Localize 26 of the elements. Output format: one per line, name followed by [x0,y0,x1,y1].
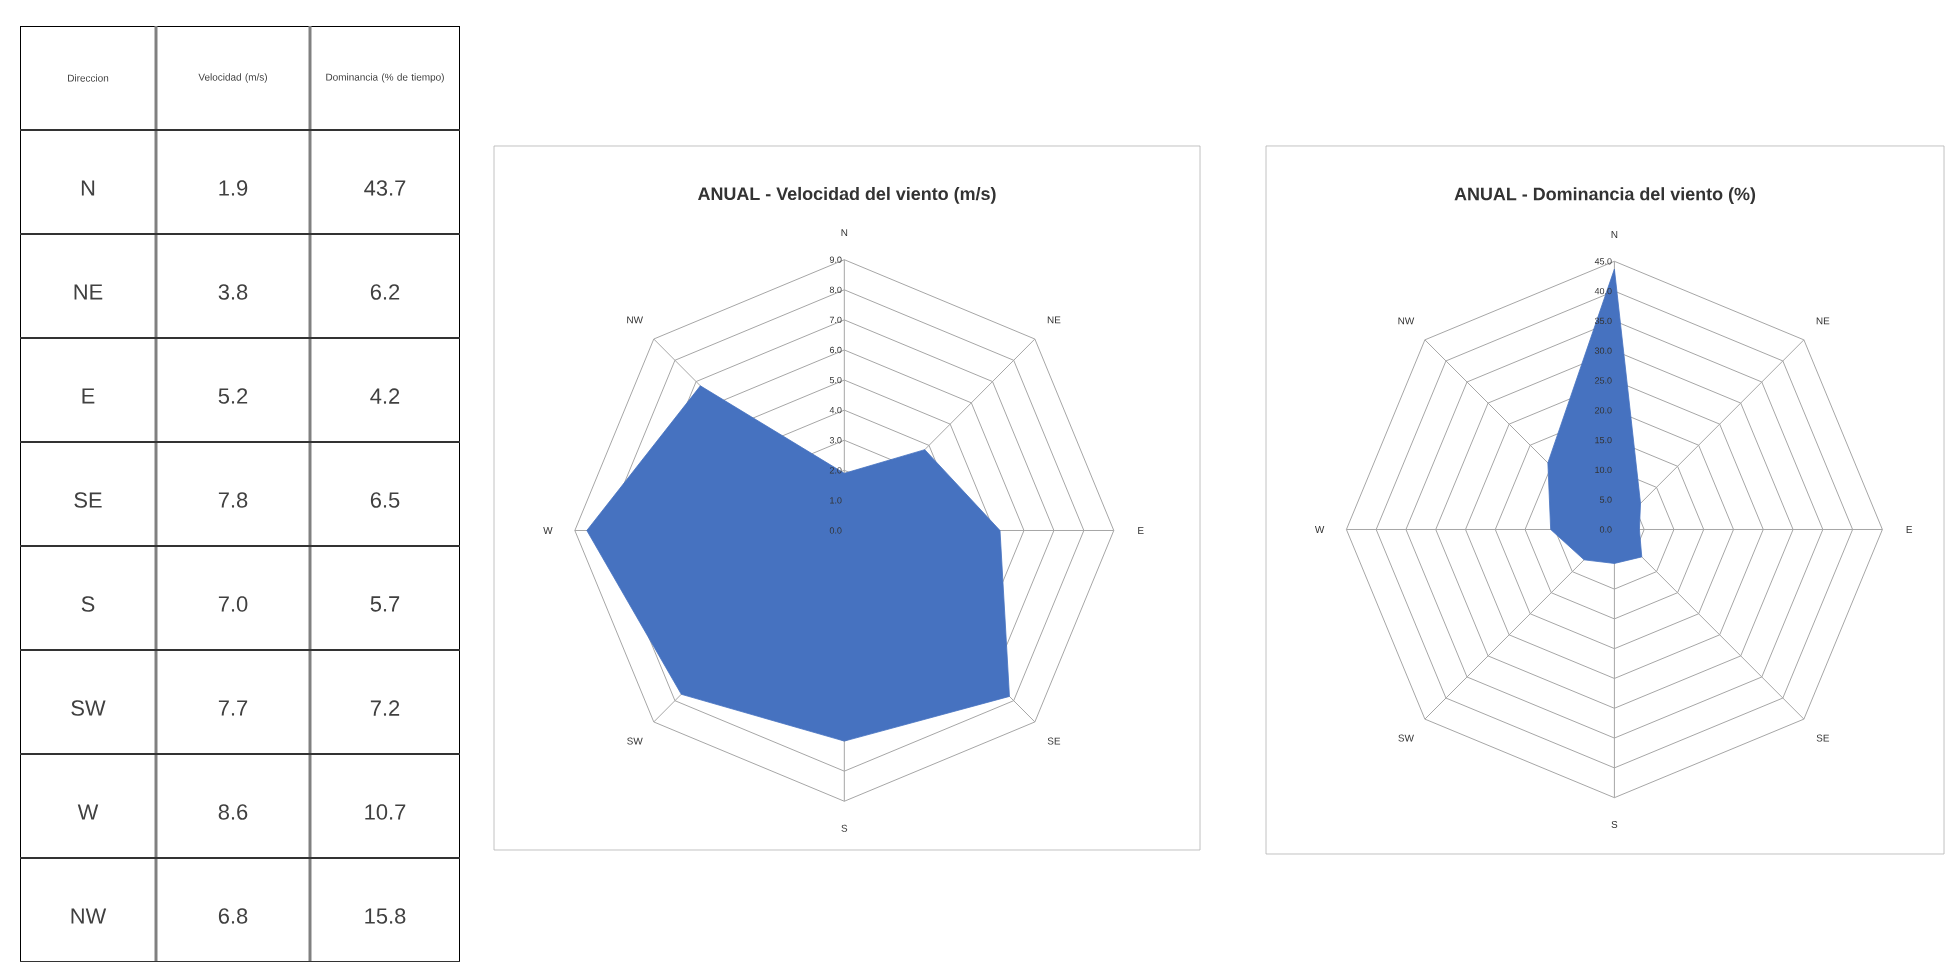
data-label: 43.7 [364,180,406,196]
data-label: 5.2 [218,388,248,404]
chart-title: ANUAL - Velocidad del viento (m/s) [697,186,996,204]
category-label: E [82,388,95,404]
chart-title: ANUAL - Dominancia del viento (%) [1454,187,1756,204]
data-label: 7.7 [218,700,248,716]
category-label: S [81,596,95,612]
data-label: 4.2 [370,388,400,404]
category-label: NW [71,908,107,924]
data-label: 3.8 [218,284,248,300]
data-label: 7.2 [370,700,400,716]
data-label: 1.9 [219,180,248,196]
data-label: 10.7 [365,804,406,820]
category-label: NE [74,284,103,300]
data-label: 7.0 [218,596,248,612]
category-label: N [81,180,95,196]
data-label: 8.6 [218,804,248,820]
data-label: 5.7 [370,596,400,612]
data-label: 6.8 [218,908,248,924]
data-label: 6.5 [370,492,400,508]
data-label: 6.2 [370,284,400,300]
category-label: W [77,804,99,820]
category-label: SW [71,700,106,716]
data-label: 7.8 [218,492,248,508]
category-label: SE [74,492,102,508]
data-label: 15.8 [365,908,406,924]
